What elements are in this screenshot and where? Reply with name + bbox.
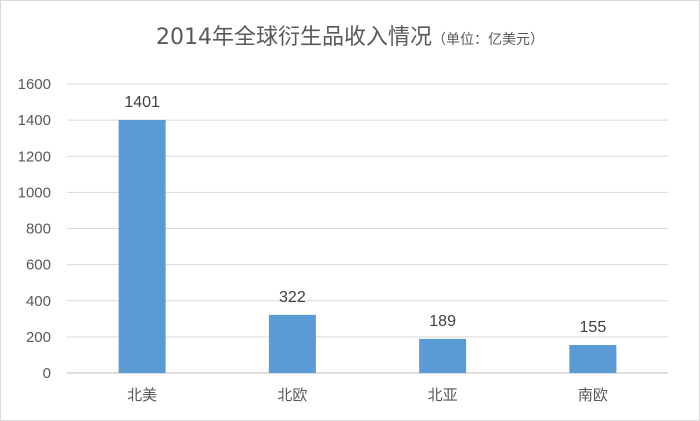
x-axis: 北美 北欧 北亚 南欧 [127, 386, 608, 404]
y-tick-label: 600 [26, 257, 51, 274]
gridlines [67, 83, 668, 374]
bar-value-label: 189 [429, 313, 456, 330]
y-tick-label: 1200 [18, 148, 51, 165]
y-tick-label: 1600 [18, 76, 51, 93]
y-tick-label: 400 [26, 293, 51, 310]
x-category-label: 北亚 [428, 386, 458, 404]
x-category-label: 北美 [127, 386, 157, 404]
y-tick-label: 1000 [18, 184, 51, 201]
bar [419, 338, 467, 373]
chart-title-unit: （单位：亿美元） [432, 32, 544, 48]
x-category-label: 北欧 [277, 386, 307, 404]
bar [118, 119, 166, 374]
bar-value-label: 322 [279, 289, 306, 306]
y-tick-label: 200 [26, 329, 51, 346]
x-category-label: 南欧 [578, 386, 608, 404]
y-tick-label: 1400 [18, 112, 51, 129]
y-tick-label: 0 [43, 365, 51, 382]
bar-value-label: 155 [580, 319, 607, 336]
bars [118, 119, 617, 374]
y-tick-label: 800 [26, 221, 51, 238]
chart-title-main: 2014年全球衍生品收入情况 [156, 25, 432, 50]
bar [569, 345, 617, 373]
y-axis: 0 200 400 600 800 1000 1200 1400 1600 [18, 76, 51, 382]
data-labels: 1401 322 189 155 [124, 94, 606, 336]
bar-value-label: 1401 [124, 94, 160, 111]
chart-title: 2014年全球衍生品收入情况（单位：亿美元） [1, 19, 699, 51]
bar [268, 314, 316, 373]
